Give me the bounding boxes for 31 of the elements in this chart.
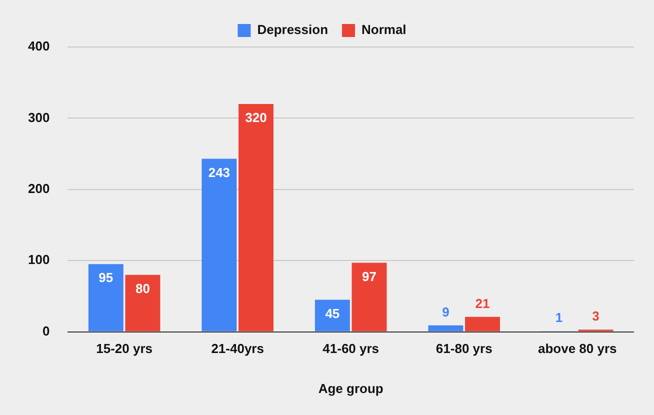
x-tick-label: 15-20 yrs [96, 341, 153, 356]
data-label: 3 [592, 308, 600, 324]
data-label: 243 [208, 164, 230, 180]
data-label: 45 [325, 306, 340, 321]
x-axis-title: Age group [318, 380, 384, 396]
y-tick-label: 300 [28, 110, 50, 125]
bar [88, 264, 124, 332]
bar [314, 300, 350, 332]
x-tick-label: above 80 yrs [538, 341, 617, 356]
bar [238, 104, 274, 332]
y-tick-label: 200 [28, 180, 50, 196]
data-label: 320 [245, 110, 267, 126]
data-label: 1 [555, 310, 563, 326]
x-tick-label: 41-60 yrs [322, 341, 380, 356]
bar [352, 262, 387, 332]
x-tick-label: 61-80 yrs [436, 341, 492, 356]
y-tick-label: 400 [28, 38, 50, 54]
legend-label: Depression [257, 22, 328, 38]
bar [465, 316, 500, 332]
bar [125, 274, 160, 332]
bar [428, 325, 464, 332]
legend-label: Normal [362, 22, 406, 38]
data-label: 97 [362, 268, 376, 284]
y-tick-label: 0 [42, 323, 50, 338]
data-label: 95 [98, 270, 114, 286]
data-label: 80 [135, 280, 150, 296]
bar [202, 158, 237, 332]
data-label: 21 [475, 296, 490, 311]
x-tick-label: 21-40yrs [211, 341, 264, 356]
data-label: 9 [442, 304, 450, 320]
y-tick-label: 100 [28, 252, 50, 268]
